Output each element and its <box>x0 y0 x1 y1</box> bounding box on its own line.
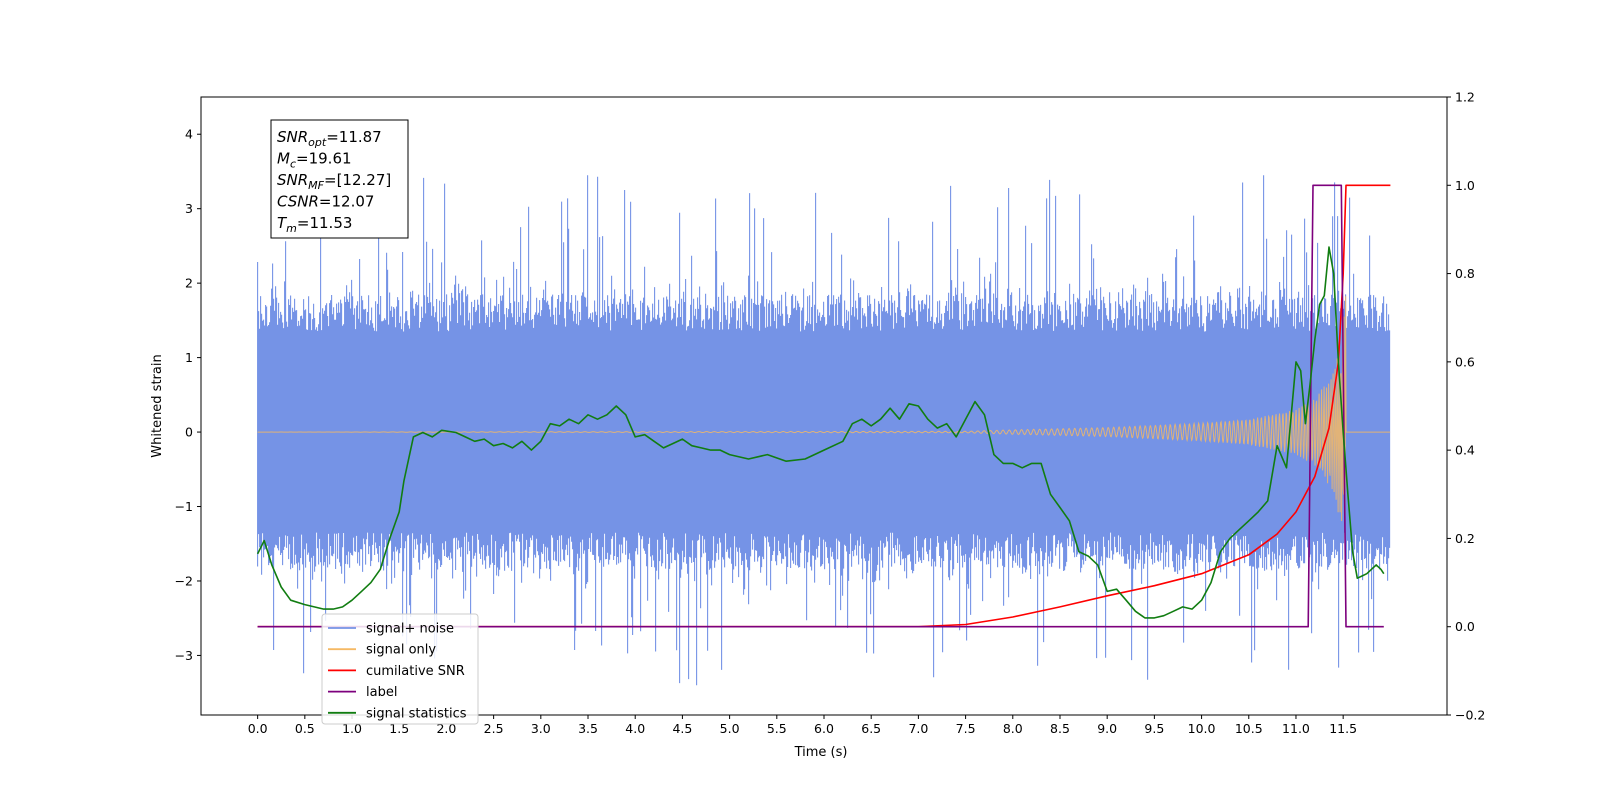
x-tick-label: 2.5 <box>484 721 504 736</box>
right-y-tick-label: 1.2 <box>1455 90 1475 105</box>
legend-label: signal statistics <box>366 706 467 721</box>
right-axis-series <box>256 184 1391 628</box>
left-y-axis-label: Whitened strain <box>150 354 165 457</box>
x-tick-label: 1.0 <box>342 721 362 736</box>
right-y-tick-label: 0.8 <box>1455 266 1475 281</box>
right-axis-ticks: −0.2 0.0 0.2 0.4 0.6 0.8 1.0 1.2 <box>1447 90 1485 723</box>
annotation-symbol: M <box>277 150 290 168</box>
right-y-tick-label: 0.0 <box>1455 619 1475 634</box>
annotation-value: =11.87 <box>326 128 382 146</box>
stats-annotation-box: SNRopt=11.87Mc=19.61SNRMF=[12.27]CSNR=12… <box>270 119 409 239</box>
x-tick-label: 5.5 <box>767 721 787 736</box>
x-axis-ticks: 0.0 0.5 1.0 1.5 2.0 2.5 3.0 3.5 4.0 4.5 5.0 5.5 6.0 6… <box>248 715 1357 736</box>
annotation-subscript: MF <box>308 179 324 192</box>
annotation-line: Mc=19.61 <box>277 150 352 171</box>
x-tick-label: 7.0 <box>908 721 928 736</box>
left-y-tick-label: 3 <box>185 201 193 216</box>
left-y-tick-label: 0 <box>185 425 193 440</box>
left-y-tick-label: 2 <box>185 276 193 291</box>
legend: signal+ noise signal only cumilative SNR la… <box>321 613 479 725</box>
signal-only-series <box>257 296 1391 522</box>
x-tick-label: 10.0 <box>1188 721 1216 736</box>
annotation-subscript: m <box>286 222 297 235</box>
annotation-subscript: opt <box>308 136 327 149</box>
signal-noise-series <box>257 175 1391 686</box>
left-y-tick-label: 4 <box>185 127 193 142</box>
left-y-tick-label: −2 <box>175 573 193 588</box>
x-tick-label: 3.0 <box>531 721 551 736</box>
x-tick-label: 0.0 <box>248 721 268 736</box>
legend-label: cumilative SNR <box>366 664 465 679</box>
legend-frame <box>321 613 479 725</box>
annotation-line: SNRMF=[12.27] <box>277 171 391 192</box>
x-tick-label: 5.0 <box>720 721 740 736</box>
left-y-tick-label: −1 <box>175 499 193 514</box>
left-y-tick-label: −3 <box>175 648 193 663</box>
label-line <box>257 184 1384 628</box>
annotation-symbol: CSNR <box>277 193 319 211</box>
x-tick-label: 1.5 <box>389 721 409 736</box>
right-y-tick-label: −0.2 <box>1455 708 1485 723</box>
annotation-value: =11.53 <box>297 214 353 232</box>
annotation-symbol: SNR <box>277 128 308 146</box>
right-y-tick-label: 1.0 <box>1455 178 1475 193</box>
x-tick-label: 2.0 <box>436 721 456 736</box>
annotation-symbol: SNR <box>277 171 308 189</box>
x-tick-label: 6.0 <box>814 721 834 736</box>
x-tick-label: 8.5 <box>1050 721 1070 736</box>
annotation-value: =[12.27] <box>324 171 391 189</box>
x-tick-label: 9.5 <box>1144 721 1164 736</box>
left-axis-ticks: −3 −2 −1 0 1 2 3 4 <box>175 127 201 663</box>
annotation-frame <box>270 119 409 239</box>
x-tick-label: 0.5 <box>295 721 315 736</box>
right-y-tick-label: 0.2 <box>1455 531 1475 546</box>
x-tick-label: 3.5 <box>578 721 598 736</box>
cumulative-snr-line <box>257 184 1391 628</box>
annotation-subscript: c <box>290 158 296 171</box>
x-axis-label: Time (s) <box>794 745 848 760</box>
left-y-tick-label: 1 <box>185 350 193 365</box>
annotation-symbol: T <box>277 214 288 232</box>
x-tick-label: 9.0 <box>1097 721 1117 736</box>
annotation-value: =19.61 <box>296 150 352 168</box>
signal-statistics-line <box>256 246 1385 619</box>
signal-noise-line <box>257 175 1391 686</box>
signal-only-line <box>257 296 1391 522</box>
annotation-value: =12.07 <box>319 193 375 211</box>
legend-label: signal+ noise <box>366 622 454 637</box>
right-y-tick-label: 0.6 <box>1455 354 1475 369</box>
x-tick-label: 11.0 <box>1282 721 1310 736</box>
x-tick-label: 4.0 <box>625 721 645 736</box>
x-tick-label: 4.5 <box>672 721 692 736</box>
legend-label: label <box>366 685 397 700</box>
x-tick-label: 6.5 <box>861 721 881 736</box>
legend-label: signal only <box>366 643 436 658</box>
x-tick-label: 10.5 <box>1235 721 1263 736</box>
x-tick-label: 11.5 <box>1329 721 1357 736</box>
right-y-tick-label: 0.4 <box>1455 443 1475 458</box>
x-tick-label: 7.5 <box>956 721 976 736</box>
annotation-line: CSNR=12.07 <box>277 193 374 211</box>
x-tick-label: 8.0 <box>1003 721 1023 736</box>
annotation-line: Tm=11.53 <box>277 214 352 235</box>
annotation-line: SNRopt=11.87 <box>277 128 382 149</box>
